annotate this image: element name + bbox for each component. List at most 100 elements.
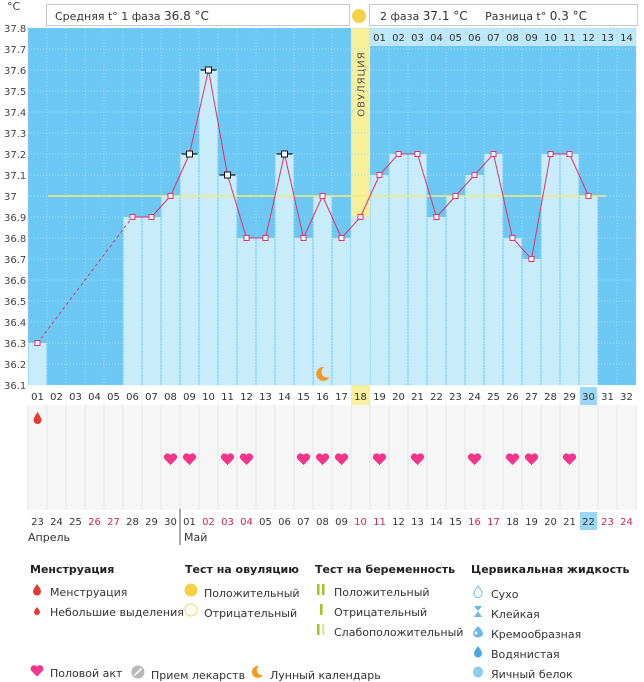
cycle-day-label: 19 [373, 392, 386, 403]
temperature-point [129, 214, 136, 220]
cycle-day-label: 23 [449, 392, 462, 403]
y-tick-label: 37.8 [4, 24, 26, 35]
temperature-point [148, 214, 155, 220]
temperature-bar [142, 217, 161, 385]
temperature-line [189, 69, 209, 155]
cycle-day-label: 07 [145, 392, 158, 403]
y-tick-label: 36.2 [4, 360, 26, 371]
cycle-day-label: 05 [107, 392, 120, 403]
cycle-day-label: 09 [183, 392, 196, 403]
legend-menstruation-title: Менструация [30, 563, 115, 576]
legend-pregtest-title: Тест на беременность [315, 563, 456, 576]
legend-menstruation: Менструация [30, 583, 127, 599]
cycle-day-label: 06 [126, 392, 139, 403]
legend-ovtest-positive: Положительный [184, 583, 300, 600]
temperature-line [474, 153, 494, 176]
phase2-value: 37.1 °C [422, 9, 468, 23]
cycle-day-label: 25 [487, 392, 500, 403]
phase1-summary: Средняя t° 1 фаза 36.8 °C [46, 4, 350, 26]
legend-pregtest-positive-label: Положительный [334, 586, 430, 599]
temperature-bar [579, 196, 598, 385]
legend-cervical-eggwhite-label: Яичный белок [491, 668, 573, 681]
legend-pregtest-negative-label: Отрицательный [334, 606, 428, 619]
cycle-day-label: 21 [411, 392, 424, 403]
post-ovulation-day: 07 [487, 33, 500, 44]
intercourse-heart [562, 453, 577, 465]
post-ovulation-day: 03 [411, 33, 424, 44]
post-ovulation-day: 05 [449, 33, 462, 44]
temperature-point [471, 172, 478, 178]
intercourse-heart [296, 453, 311, 465]
cycle-day-label: 28 [544, 392, 557, 403]
post-ovulation-day: 11 [563, 33, 576, 44]
calendar-date: 11 [373, 517, 386, 528]
post-ovulation-day: 13 [601, 33, 614, 44]
cycle-day-label: 16 [316, 392, 329, 403]
temperature-line [303, 195, 323, 239]
temperature-point [452, 193, 459, 199]
temperature-gap-line [37, 216, 133, 344]
temperature-point [300, 235, 307, 241]
legend-cervical-watery-label: Водянистая [491, 648, 560, 661]
cycle-day-label: 18 [354, 392, 367, 403]
moon-icon [316, 366, 330, 381]
legend-spotting: Небольшие выделения [30, 603, 184, 619]
temperature-point [509, 235, 516, 241]
temperature-bar [560, 154, 579, 385]
calendar-date: 07 [297, 517, 310, 528]
temperature-point [376, 172, 383, 178]
temperature-bar [218, 175, 237, 385]
intercourse-heart [372, 453, 387, 465]
intercourse-heart [182, 453, 197, 465]
post-ovulation-day: 12 [582, 33, 595, 44]
cycle-day-label: 31 [601, 392, 614, 403]
y-tick-label: 36.7 [4, 255, 26, 266]
calendar-date: 10 [354, 517, 367, 528]
calendar-date: 14 [430, 517, 443, 528]
legend-pregtest-negative: Отрицательный [314, 603, 427, 619]
cycle-day-label: 26 [506, 392, 519, 403]
post-ovulation-day: 01 [373, 33, 386, 44]
marked-point [186, 150, 193, 158]
legend-pregtest-positive: Положительный [314, 583, 430, 599]
temperature-line [284, 153, 304, 239]
calendar-date: 29 [145, 517, 158, 528]
cycle-day-label: 13 [259, 392, 272, 403]
watery-drop-icon [471, 645, 485, 661]
pill-icon [131, 665, 145, 682]
creamy-drop-icon [471, 625, 485, 641]
y-tick-label: 37.4 [4, 108, 26, 119]
cycle-day-label: 12 [240, 392, 253, 403]
legend-cervical-title: Цервикальная жидкость [471, 563, 630, 576]
legend-ovtest-positive-label: Положительный [204, 587, 300, 600]
temperature-line [322, 195, 342, 239]
y-tick-label: 36.6 [4, 276, 26, 287]
cycle-day-label: 32 [620, 392, 633, 403]
sticky-icon [471, 605, 485, 621]
eggwhite-drop-icon [471, 665, 485, 681]
y-tick-label: 37.5 [4, 87, 26, 98]
temperature-bar [199, 70, 218, 385]
intercourse-heart [239, 453, 254, 465]
calendar-date: 12 [392, 517, 405, 528]
legend-ovtest-negative: Отрицательный [184, 603, 297, 620]
y-tick-label: 37 [4, 192, 17, 203]
legend-pregtest-faint-label: Слабоположительный [334, 626, 464, 639]
legend-cervical-creamy-label: Кремообразная [491, 628, 582, 641]
intercourse-heart [334, 453, 349, 465]
calendar-date: 23 [601, 517, 614, 528]
y-unit-label: °C [7, 0, 21, 13]
temperature-line [417, 153, 437, 218]
calendar-date: 26 [88, 517, 101, 528]
calendar-date: 17 [487, 517, 500, 528]
cycle-day-label: 11 [221, 392, 234, 403]
marked-point [224, 171, 231, 179]
intercourse-heart [524, 453, 539, 465]
temperature-line [341, 216, 361, 239]
temperature-bar [408, 154, 427, 385]
intercourse-heart [505, 453, 520, 465]
temperature-bar [161, 196, 180, 385]
intercourse-heart [410, 453, 425, 465]
temperature-point [338, 235, 345, 241]
temperature-bar [465, 175, 484, 385]
